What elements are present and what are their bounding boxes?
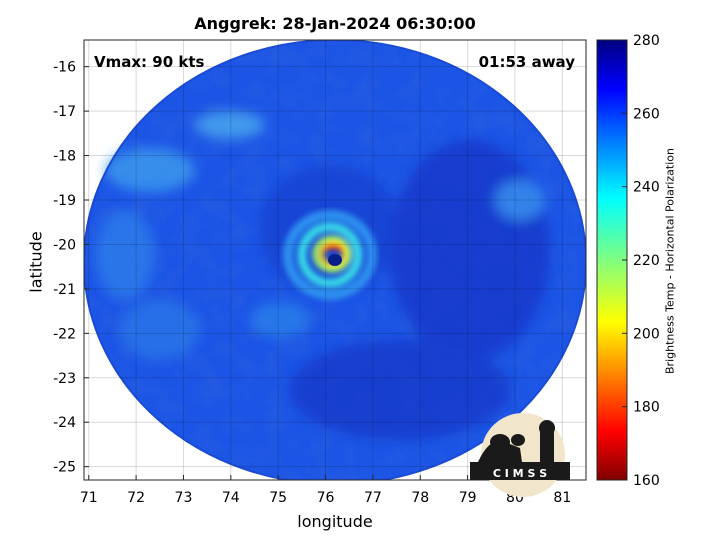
y-tick-label: -18	[53, 149, 76, 165]
x-tick-label: 77	[364, 490, 382, 506]
colorbar-tick-label: 220	[633, 253, 660, 269]
swath-image	[84, 40, 586, 480]
time-away-label: 01:53 away	[478, 53, 575, 71]
colorbar-tick-labels: 280 260 240 220 200 180 160	[622, 33, 660, 489]
x-tick-label: 73	[175, 490, 193, 506]
y-tick-label: -21	[53, 282, 76, 298]
y-tick-label: -19	[53, 193, 76, 209]
axes-frame	[83, 39, 587, 481]
y-tick-labels: -16 -17 -18 -19 -20 -21 -22 -23 -24 -25	[53, 60, 76, 476]
colorbar-tick-label: 280	[633, 33, 660, 49]
y-tick-label: -23	[53, 371, 76, 387]
y-tick-label: -22	[53, 326, 76, 342]
colorbar-tick-label: 180	[633, 400, 660, 416]
x-tick-label: 75	[269, 490, 287, 506]
x-tick-label: 79	[459, 490, 477, 506]
y-axis-label: latitude	[26, 231, 46, 293]
x-tick-label: 74	[222, 490, 240, 506]
y-tick-label: -25	[53, 460, 76, 476]
x-tick-labels: 71 72 73 74 75 76 77 78 79 80 81	[80, 490, 571, 506]
eyewall-bands	[283, 210, 377, 300]
y-tick-label: -20	[53, 237, 76, 253]
y-tick-label: -16	[53, 60, 76, 76]
x-tick-label: 78	[411, 490, 429, 506]
cimss-logo: C I M S S	[470, 413, 570, 497]
storm-eye	[328, 254, 342, 266]
colorbar-tick-label: 260	[633, 106, 660, 122]
colorbar-tick-label: 240	[633, 180, 660, 196]
chart-title: Anggrek: 28-Jan-2024 06:30:00	[194, 14, 476, 33]
y-tick-label: -24	[53, 415, 76, 431]
x-tick-label: 71	[80, 490, 98, 506]
x-tick-label: 81	[553, 490, 571, 506]
x-tick-label: 76	[317, 490, 335, 506]
colorbar-label: Brightness Temp - Horizontal Polarizatio…	[663, 148, 677, 374]
x-axis-label: longitude	[297, 512, 373, 531]
colorbar-tick-label: 160	[633, 473, 660, 489]
logo-text: C I M S S	[493, 467, 547, 480]
y-tick-label: -17	[53, 104, 76, 120]
colorbar-tick-label: 200	[633, 326, 660, 342]
x-tick-label: 72	[127, 490, 145, 506]
vmax-label: Vmax: 90 kts	[94, 53, 205, 71]
